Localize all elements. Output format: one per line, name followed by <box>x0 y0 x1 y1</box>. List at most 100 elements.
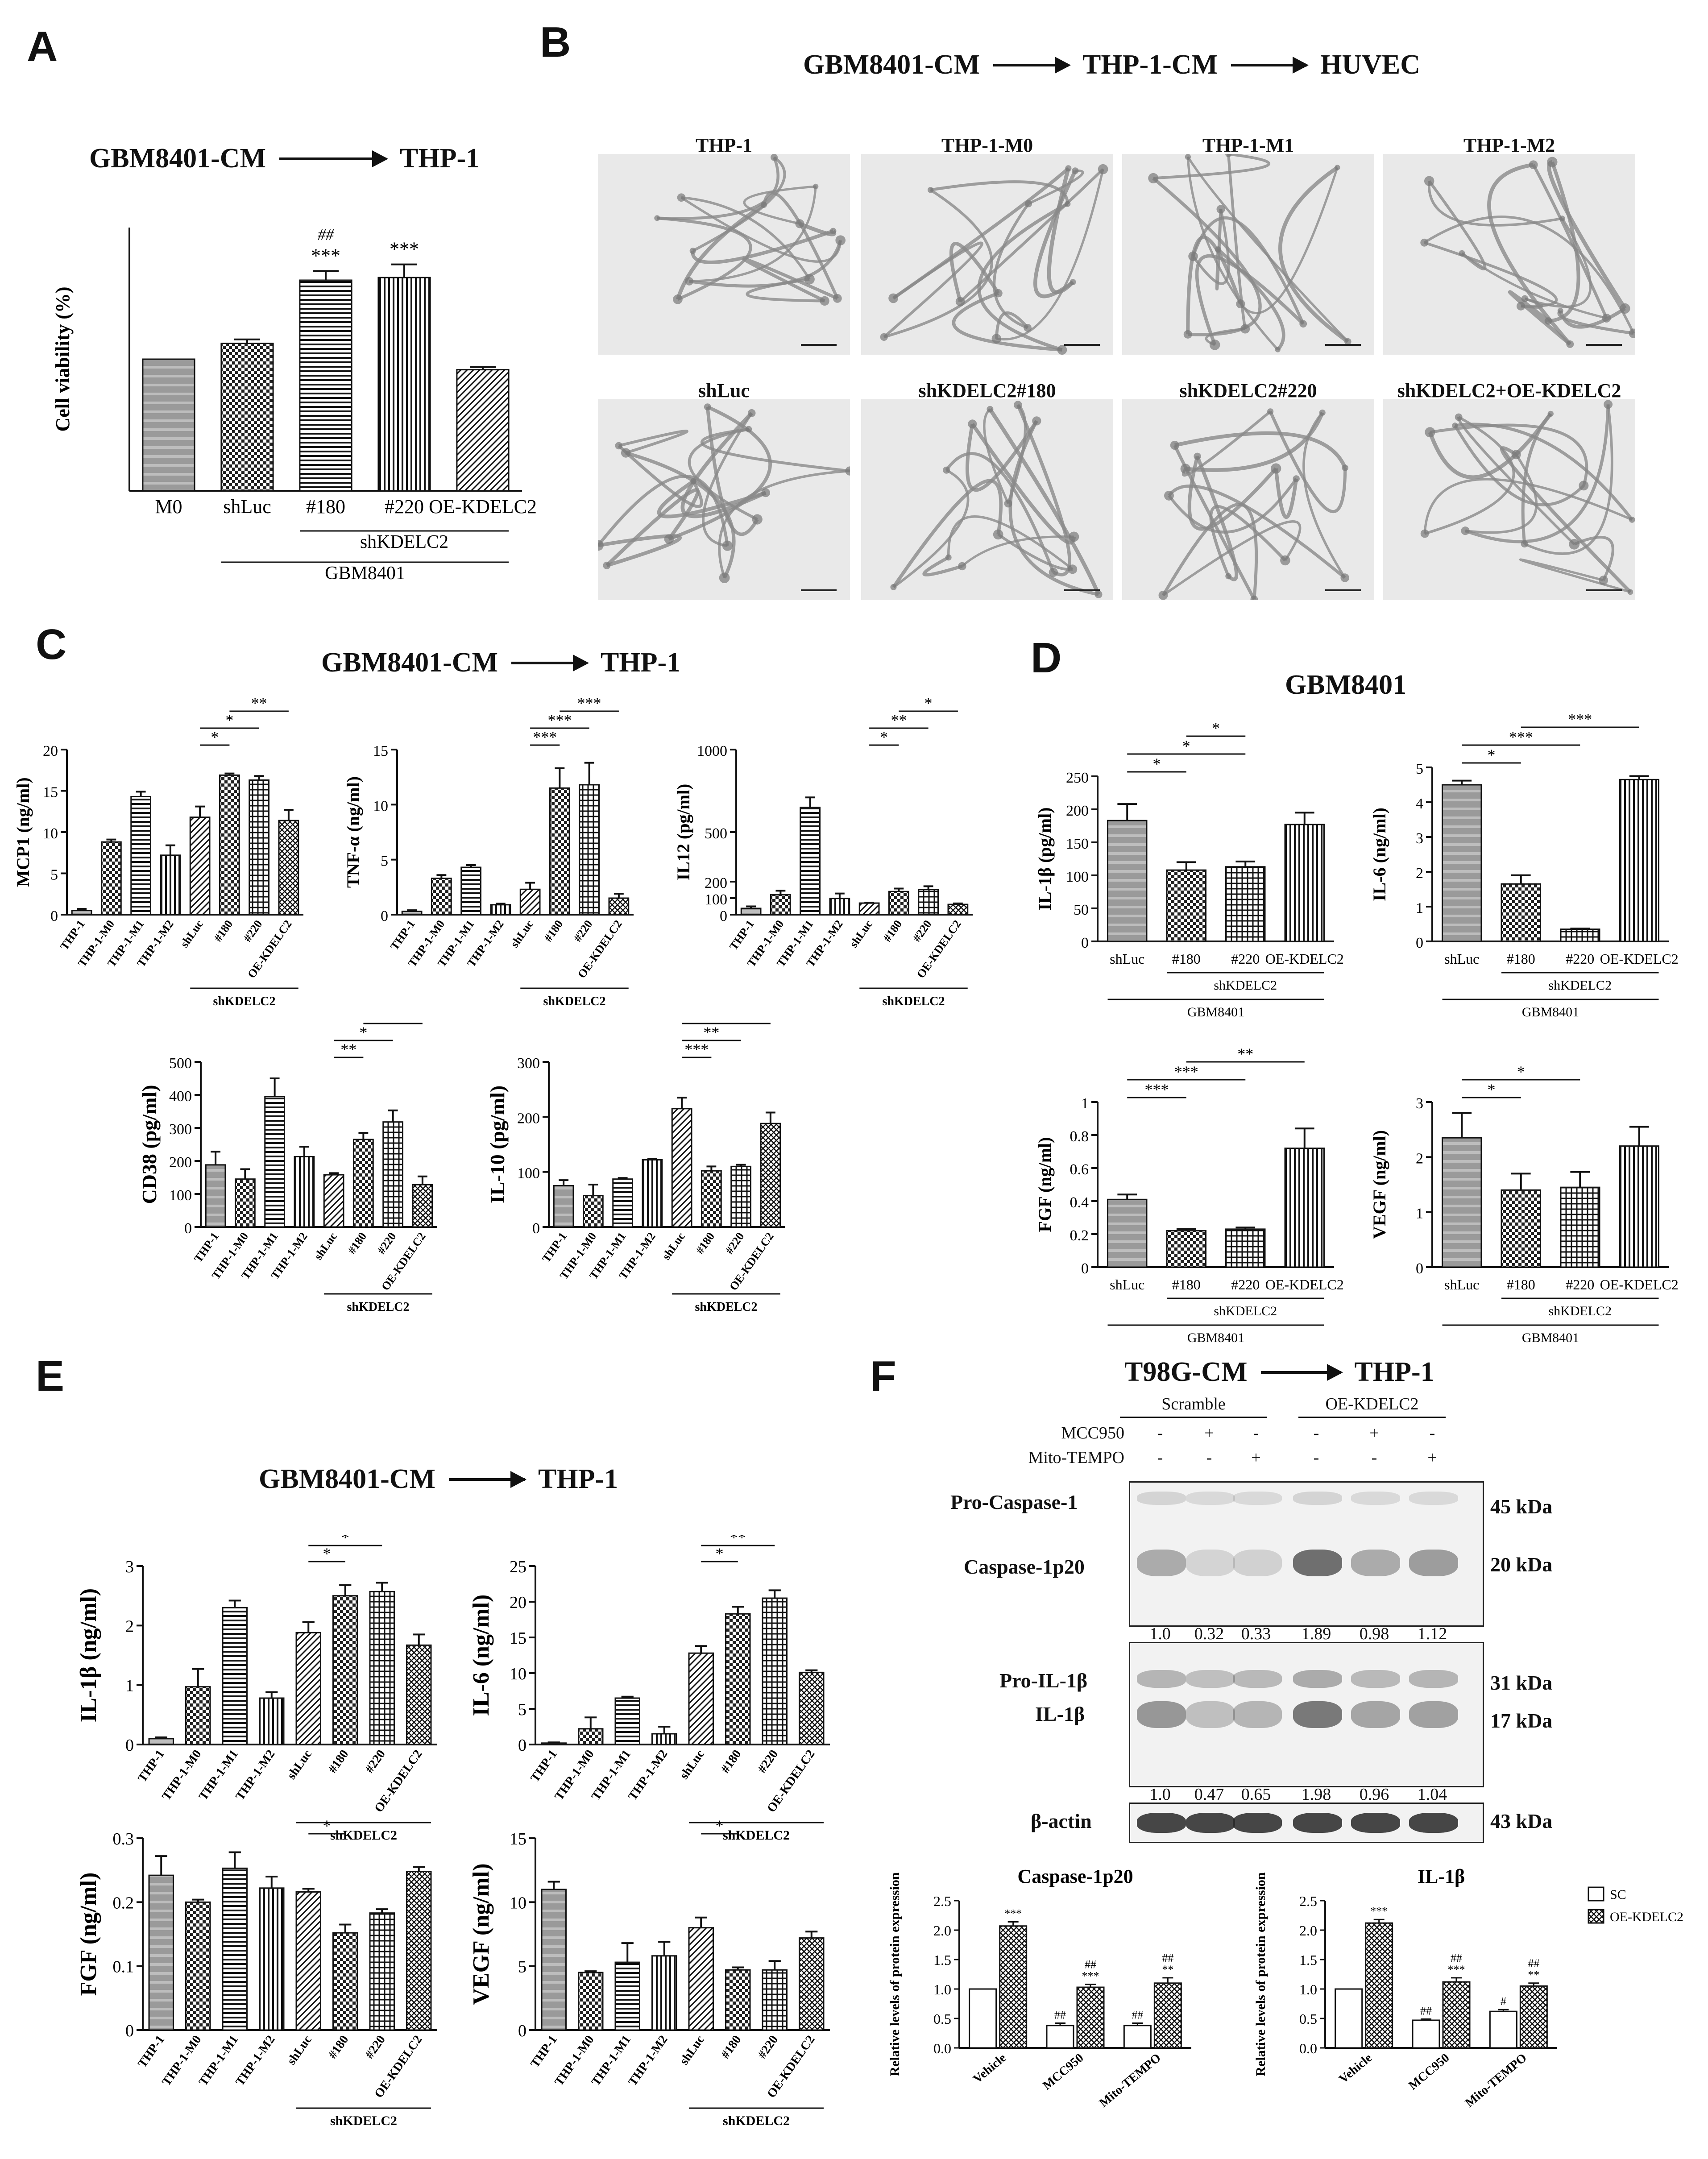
cell-cluster <box>1271 463 1281 474</box>
group-label: shKDELC2 <box>347 1300 409 1314</box>
kda-label: 45 kDa <box>1490 1495 1553 1518</box>
bar <box>1123 2025 1152 2049</box>
cell-cluster <box>1158 590 1168 600</box>
y-tick-label: 1 <box>125 1677 134 1695</box>
bar <box>332 1595 358 1745</box>
bar <box>1284 1148 1325 1268</box>
cell-cluster <box>1344 338 1351 345</box>
significance-label: * <box>389 1017 397 1024</box>
x-tick-label: #180 <box>1172 1276 1201 1293</box>
cell-cluster <box>1293 475 1300 482</box>
bar <box>264 1096 285 1228</box>
band <box>1137 1701 1186 1728</box>
tube <box>988 408 1101 596</box>
bar <box>1501 1189 1541 1268</box>
bar <box>1225 1228 1266 1268</box>
tube <box>762 191 839 299</box>
flow-target: THP-1 <box>1354 1357 1434 1387</box>
bar <box>688 1927 714 2031</box>
tube <box>922 556 963 576</box>
cell-cluster <box>664 534 674 544</box>
image-title: shLuc <box>698 380 750 402</box>
tube <box>1430 423 1588 486</box>
panel-e-flow: GBM8401-CM THP-1 <box>259 1463 618 1495</box>
y-tick-label: 5 <box>518 1700 526 1719</box>
panel-c-flow: GBM8401-CM THP-1 <box>321 647 680 679</box>
significance-label: *** <box>533 728 557 746</box>
cell-cluster <box>987 406 994 413</box>
image-title: THP-1-M0 <box>941 134 1033 156</box>
significance-label: ## <box>1528 1957 1539 1970</box>
tube <box>949 242 1000 302</box>
tube <box>1457 416 1575 545</box>
cell-cluster <box>1620 303 1630 314</box>
band <box>1293 1701 1342 1728</box>
chart-f-il1b: IL-1β 0.0 0.5 1.0 1.5 2.0 2.5 Relative levels o… <box>1253 1865 1683 2110</box>
quant-value: 1.98 <box>1301 1785 1331 1804</box>
cell-cluster <box>1024 200 1032 207</box>
y-tick-label: 10 <box>373 798 388 814</box>
tube <box>598 534 682 568</box>
group-label: shKDELC2 <box>213 995 275 1008</box>
significance-label: ## <box>1054 2009 1066 2022</box>
significance-label: * <box>1488 1081 1496 1098</box>
blot-caspase1 <box>1129 1481 1484 1627</box>
significance-label: ** <box>891 711 907 729</box>
cell-cluster <box>1280 555 1290 566</box>
bar <box>185 1901 211 2031</box>
y-tick-label: 1.0 <box>1299 1981 1317 1997</box>
tube <box>1195 254 1305 346</box>
bar <box>295 1632 321 1745</box>
y-tick-label: 0 <box>50 908 58 924</box>
tube-network <box>1158 408 1361 600</box>
y-tick-label: 50 <box>1074 902 1089 918</box>
flow-source: T98G-CM <box>1124 1357 1248 1387</box>
treatment-label: Mito-TEMPO <box>1028 1448 1124 1467</box>
cell-cluster <box>1319 409 1326 416</box>
x-tick-label: OE-KDELC2 <box>429 496 537 518</box>
tube <box>1240 167 1339 315</box>
bar <box>800 807 821 916</box>
cell-cluster <box>677 193 686 202</box>
significance-label: *** <box>390 238 419 260</box>
group-label: GBM8401 <box>1187 1005 1244 1019</box>
tube <box>743 185 816 225</box>
tube-network <box>880 164 1108 355</box>
group-label-scramble: Scramble <box>1161 1395 1226 1413</box>
y-tick-label: 0.2 <box>1070 1227 1089 1244</box>
bar <box>888 891 909 916</box>
chart-title: IL-1β <box>1418 1865 1465 1887</box>
x-tick-label: Mito-TEMPO <box>1463 2051 1530 2110</box>
cell-cluster <box>1547 410 1554 417</box>
y-tick-label: 3 <box>125 1558 134 1576</box>
panel-d-title: GBM8401 <box>1285 670 1407 700</box>
bar <box>829 898 850 916</box>
tube <box>983 408 1009 504</box>
cell-cluster <box>1267 408 1274 415</box>
x-tick-label: #220 <box>755 2033 781 2061</box>
y-axis-label: IL12 (pg/ml) <box>673 784 693 881</box>
x-tick-label: #220 <box>723 1230 747 1256</box>
significance-label: *** <box>311 244 340 266</box>
x-tick-label: THP-1 <box>135 2033 167 2070</box>
band <box>1409 1550 1458 1576</box>
cell-cluster <box>760 201 767 208</box>
band <box>1351 1492 1400 1505</box>
significance-label: *** <box>1082 1969 1099 1982</box>
tube <box>625 451 736 579</box>
group-label: GBM8401 <box>1187 1330 1244 1345</box>
cell-cluster <box>690 478 696 485</box>
x-tick-label: THP-1 <box>539 1230 569 1265</box>
x-tick-label: #220 <box>1566 1276 1594 1293</box>
cell-cluster <box>1569 539 1580 550</box>
cell-cluster <box>1216 205 1225 214</box>
bar <box>1560 928 1600 942</box>
bar <box>377 277 431 492</box>
tube <box>1465 454 1538 534</box>
band <box>1409 1670 1458 1688</box>
bar <box>1619 1145 1659 1268</box>
arrow-icon <box>449 1471 527 1488</box>
bar <box>651 1733 677 1745</box>
x-tick-label: #220 <box>755 1747 781 1776</box>
